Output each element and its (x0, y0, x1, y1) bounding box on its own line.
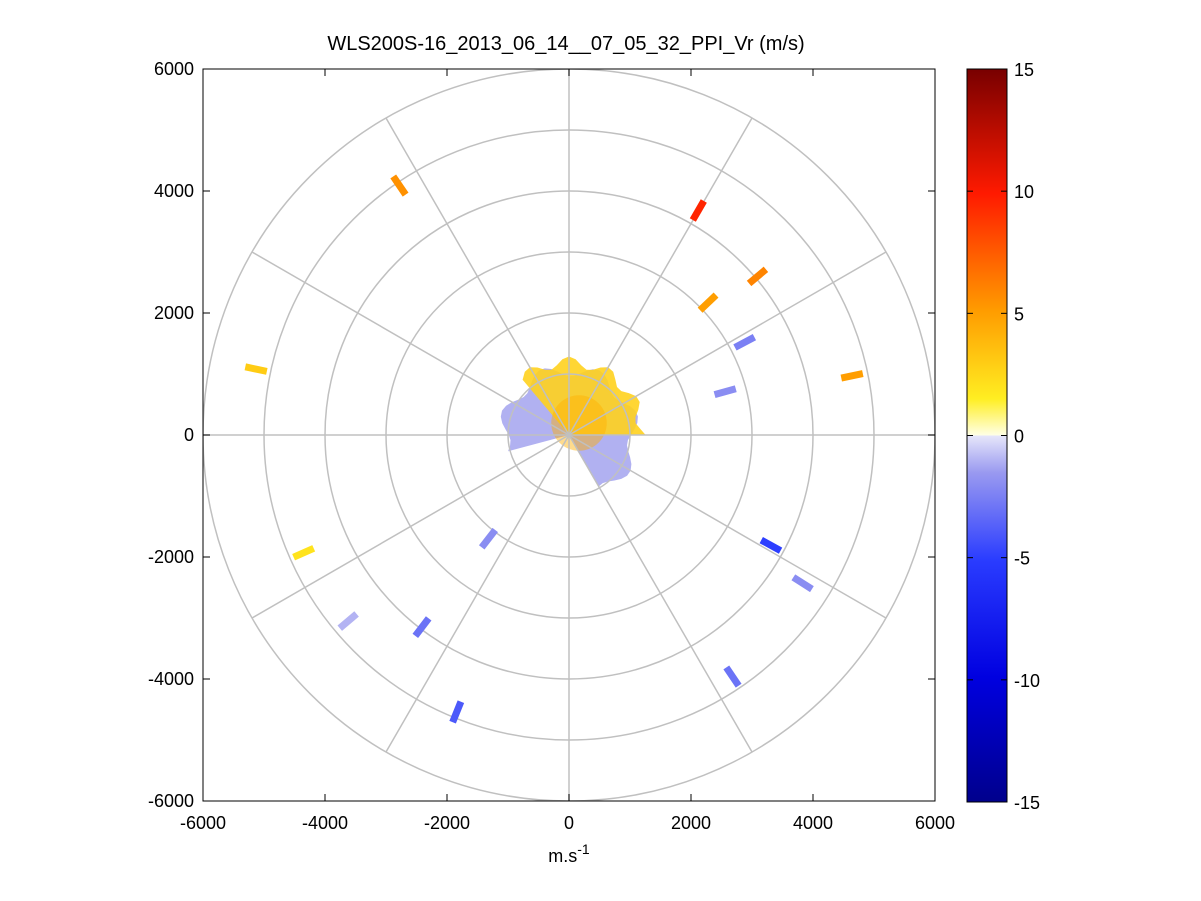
velocity-segment (791, 574, 814, 593)
velocity-segment (390, 174, 409, 197)
velocity-segment (689, 199, 707, 222)
velocity-segment (713, 385, 737, 399)
grid-spoke (385, 434, 570, 753)
y-tick-label: 6000 (154, 59, 194, 79)
grid-spoke (385, 117, 570, 436)
y-tick-label: 4000 (154, 181, 194, 201)
x-tick-label: 0 (564, 813, 574, 833)
x-tick-label: -4000 (302, 813, 348, 833)
y-tick-label: 0 (184, 425, 194, 445)
colorbar-ticks: 15 10 5 0 -5 -10 -15 (967, 60, 1040, 813)
velocity-segment (337, 611, 359, 631)
y-tick-label: -2000 (148, 547, 194, 567)
velocity-segment (733, 334, 757, 351)
x-axis-ticks: -6000 -4000 -2000 0 2000 4000 6000 (180, 69, 955, 833)
grid-spoke (251, 434, 570, 619)
x-axis-label: m.s-1 (548, 841, 590, 866)
velocity-segments (244, 174, 864, 724)
colorbar (966, 68, 1008, 803)
colorbar-tick-label: 10 (1014, 182, 1034, 202)
plot-layer (203, 69, 935, 801)
velocity-segment (723, 665, 742, 688)
colorbar-tick-label: 15 (1014, 60, 1034, 80)
grid-spoke (568, 251, 887, 436)
x-tick-label: -2000 (424, 813, 470, 833)
near-field-core (551, 395, 607, 451)
velocity-segment (292, 545, 316, 561)
velocity-segment (759, 537, 783, 554)
velocity-segment (412, 616, 432, 639)
velocity-segment (449, 700, 465, 724)
grid-spoke (568, 434, 753, 753)
y-tick-label: -6000 (148, 791, 194, 811)
grid-spoke (568, 117, 753, 436)
polar-grid (203, 69, 935, 801)
chart-title: WLS200S-16_2013_06_14__07_05_32_PPI_Vr (… (327, 33, 804, 55)
velocity-segment (244, 363, 268, 375)
y-axis-ticks: 6000 4000 2000 0 -2000 -4000 -6000 (148, 59, 935, 811)
colorbar-tick-label: 5 (1014, 304, 1024, 324)
grid-spoke (251, 251, 570, 436)
x-tick-label: -6000 (180, 813, 226, 833)
y-tick-label: -4000 (148, 669, 194, 689)
velocity-segment (697, 292, 719, 313)
y-tick-label: 2000 (154, 303, 194, 323)
velocity-segment (746, 266, 769, 287)
colorbar-tick-label: -15 (1014, 793, 1040, 813)
colorbar-tick-label: 0 (1014, 427, 1024, 447)
x-tick-label: 2000 (671, 813, 711, 833)
x-tick-label: 6000 (915, 813, 955, 833)
colorbar-tick-label: -5 (1014, 549, 1030, 569)
grid-spoke (568, 434, 887, 619)
x-axis-label-base: m.s (548, 846, 577, 866)
x-axis-label-sup: -1 (577, 841, 590, 857)
x-tick-label: 4000 (793, 813, 833, 833)
velocity-segment (478, 527, 498, 550)
velocity-segment (840, 370, 864, 382)
colorbar-tick-label: -10 (1014, 671, 1040, 691)
